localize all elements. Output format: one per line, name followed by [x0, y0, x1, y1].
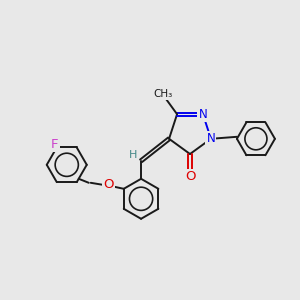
Text: O: O: [185, 170, 195, 184]
Text: CH₃: CH₃: [153, 89, 172, 99]
Text: N: N: [199, 108, 207, 121]
Text: N: N: [206, 132, 215, 145]
Text: H: H: [129, 150, 137, 160]
Text: F: F: [51, 138, 59, 151]
Text: O: O: [103, 178, 114, 191]
